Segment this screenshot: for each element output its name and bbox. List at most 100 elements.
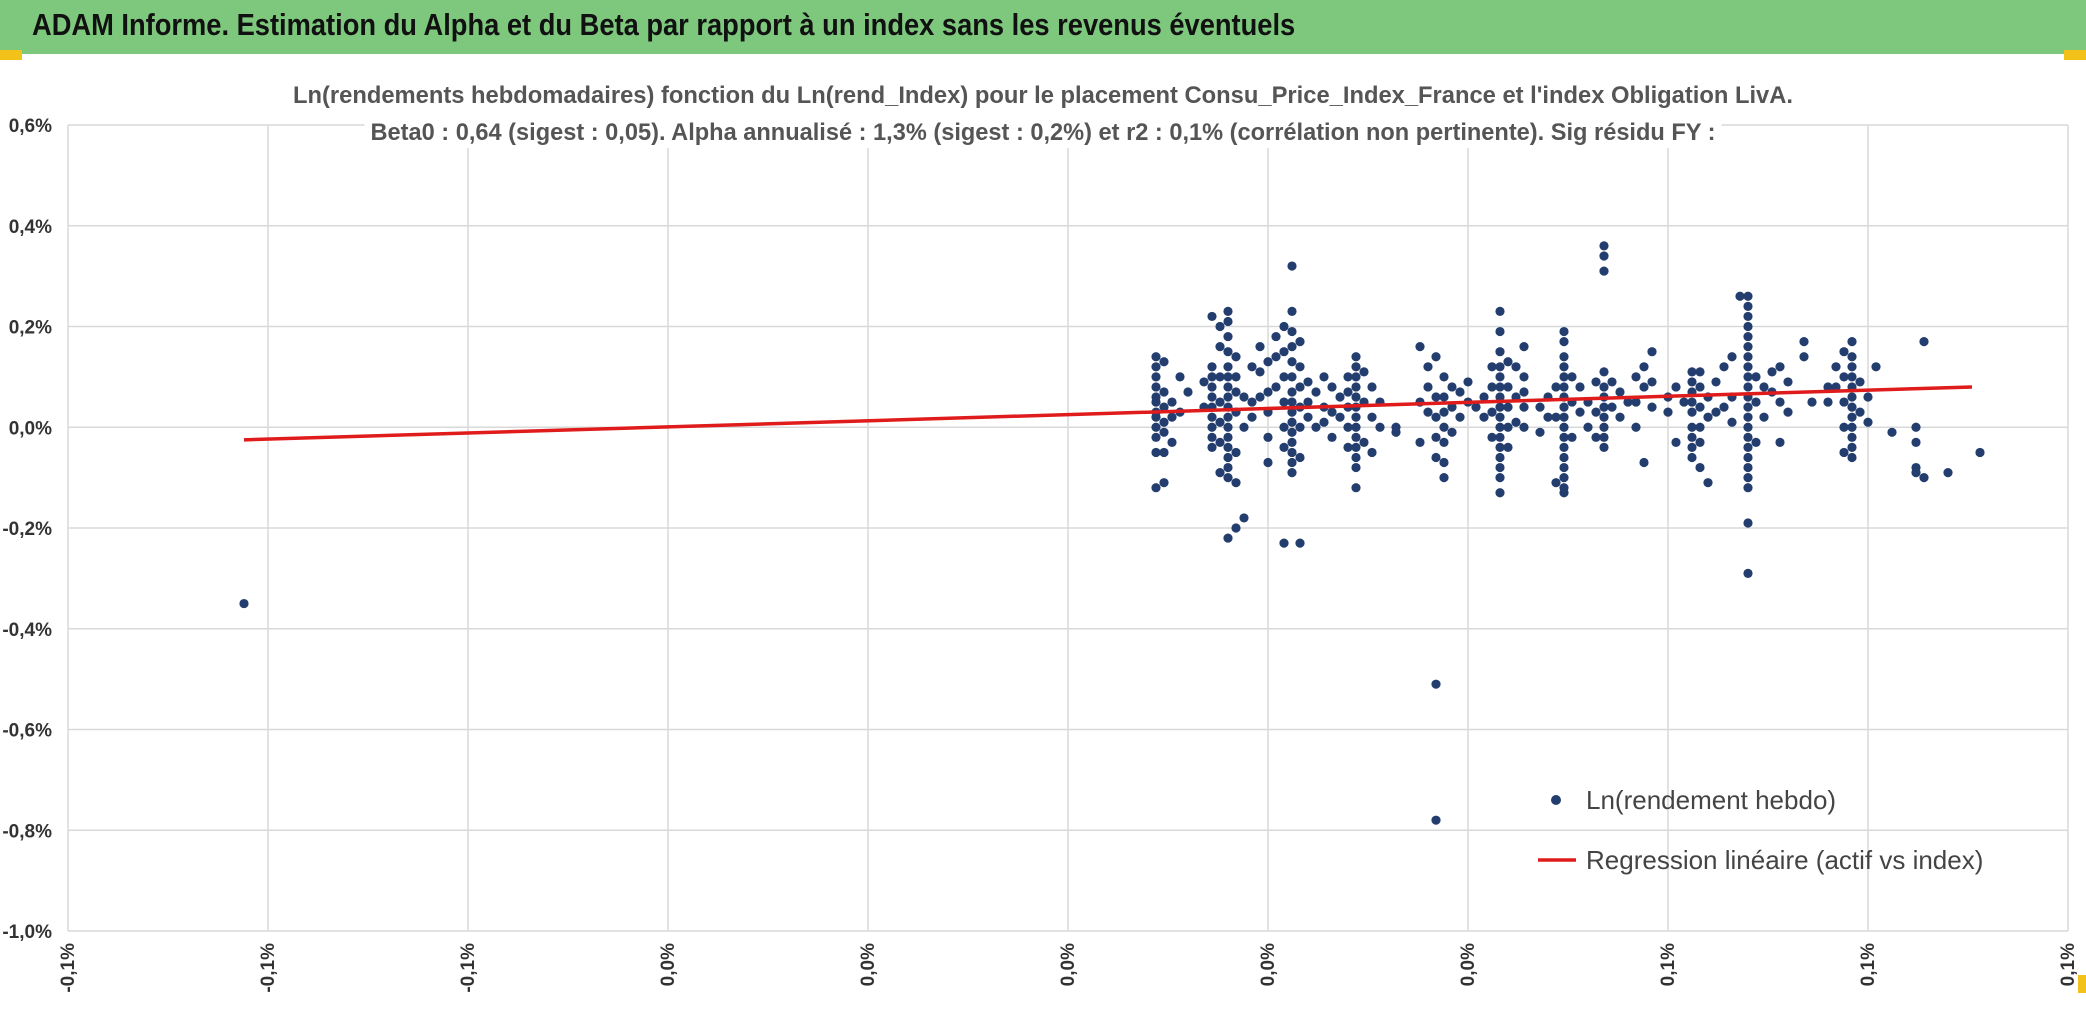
data-point [1695,462,1705,473]
data-point [1159,402,1169,412]
data-point [1855,377,1865,387]
x-tick-label: 0,1% [2058,943,2079,986]
data-point [1223,412,1233,422]
data-point [1431,412,1441,422]
data-point [1695,367,1705,377]
data-point [1327,407,1337,417]
data-point [1759,382,1769,392]
data-point [1247,412,1257,422]
data-point [1495,462,1505,473]
data-point [1783,407,1793,417]
data-point [1295,382,1305,392]
data-point [1287,417,1297,427]
regression-line [243,385,1973,442]
data-point [1287,437,1297,447]
data-point [1727,417,1737,427]
data-point [239,598,249,609]
data-point [1223,452,1233,463]
data-point [1495,382,1505,392]
data-point [1287,457,1297,468]
data-point [1743,382,1753,392]
data-point [1343,442,1353,452]
data-point [1847,337,1857,347]
data-point [1855,407,1865,417]
data-point [1783,377,1793,387]
data-point [1607,402,1617,412]
data-point [1495,473,1505,483]
data-point [1743,291,1753,301]
data-point [1559,382,1569,392]
data-point [1215,417,1225,427]
scatter-chart: 0,6% 0,4% 0,2% 0,0% -0,2% -0,4% -0,6% -0,8% -1,0… [2,77,2079,993]
data-point [1559,422,1569,432]
data-point [1279,422,1289,432]
x-tick-label: -0,1% [58,943,79,993]
data-point [1631,422,1641,432]
y-tick-label: -0,4% [2,620,52,641]
y-tick-label: 0,6% [9,116,52,137]
data-point [1431,392,1441,402]
data-point [1311,422,1321,432]
data-point [1503,442,1513,452]
data-point [1223,306,1233,316]
legend-label-regression: Regression linéaire (actif vs index) [1586,845,1983,875]
data-point [1311,387,1321,397]
data-point [1287,326,1297,337]
data-point [1687,442,1697,452]
data-point [1223,473,1233,483]
data-point [1495,392,1505,402]
data-point [1631,397,1641,407]
data-point [1367,412,1377,422]
data-point [1215,342,1225,352]
data-point [1431,352,1441,362]
data-point [1503,402,1513,412]
data-point [1207,392,1217,402]
data-point [1647,377,1657,387]
data-point [1599,422,1609,432]
data-point [1223,392,1233,402]
data-point [1447,382,1457,392]
data-point [1207,372,1217,382]
data-point [1431,815,1441,825]
data-point [1839,422,1849,432]
data-point [1335,392,1345,402]
data-point [1359,437,1369,447]
data-point [1183,387,1193,397]
data-point [1575,407,1585,417]
x-tick-label: 0,0% [1458,943,1479,986]
data-point [1351,412,1361,422]
data-point [1743,342,1753,352]
data-point [1511,362,1521,372]
data-point [1439,392,1449,402]
data-point [1495,326,1505,337]
data-point [1559,337,1569,347]
data-point [1319,372,1329,382]
data-point [1351,372,1361,382]
data-point [1743,372,1753,382]
data-point [1663,407,1673,417]
data-point [1695,402,1705,412]
data-point [1559,372,1569,382]
data-point [1775,437,1785,447]
data-point [1239,392,1249,402]
data-point [1367,382,1377,392]
data-point [1703,478,1713,488]
data-point [1415,437,1425,447]
data-point [1167,437,1177,447]
data-point [1799,352,1809,362]
data-point [1239,422,1249,432]
data-point [1351,362,1361,372]
data-point [1303,377,1313,387]
data-point [1151,362,1161,372]
data-point [1255,342,1265,352]
chart-title-background [287,77,1799,111]
data-point [1839,397,1849,407]
data-point [1847,422,1857,432]
data-point [1671,437,1681,447]
data-point [1559,362,1569,372]
data-point [1231,447,1241,458]
data-point [1535,402,1545,412]
data-point [1911,437,1921,447]
data-point [1743,452,1753,463]
data-point [1423,362,1433,372]
